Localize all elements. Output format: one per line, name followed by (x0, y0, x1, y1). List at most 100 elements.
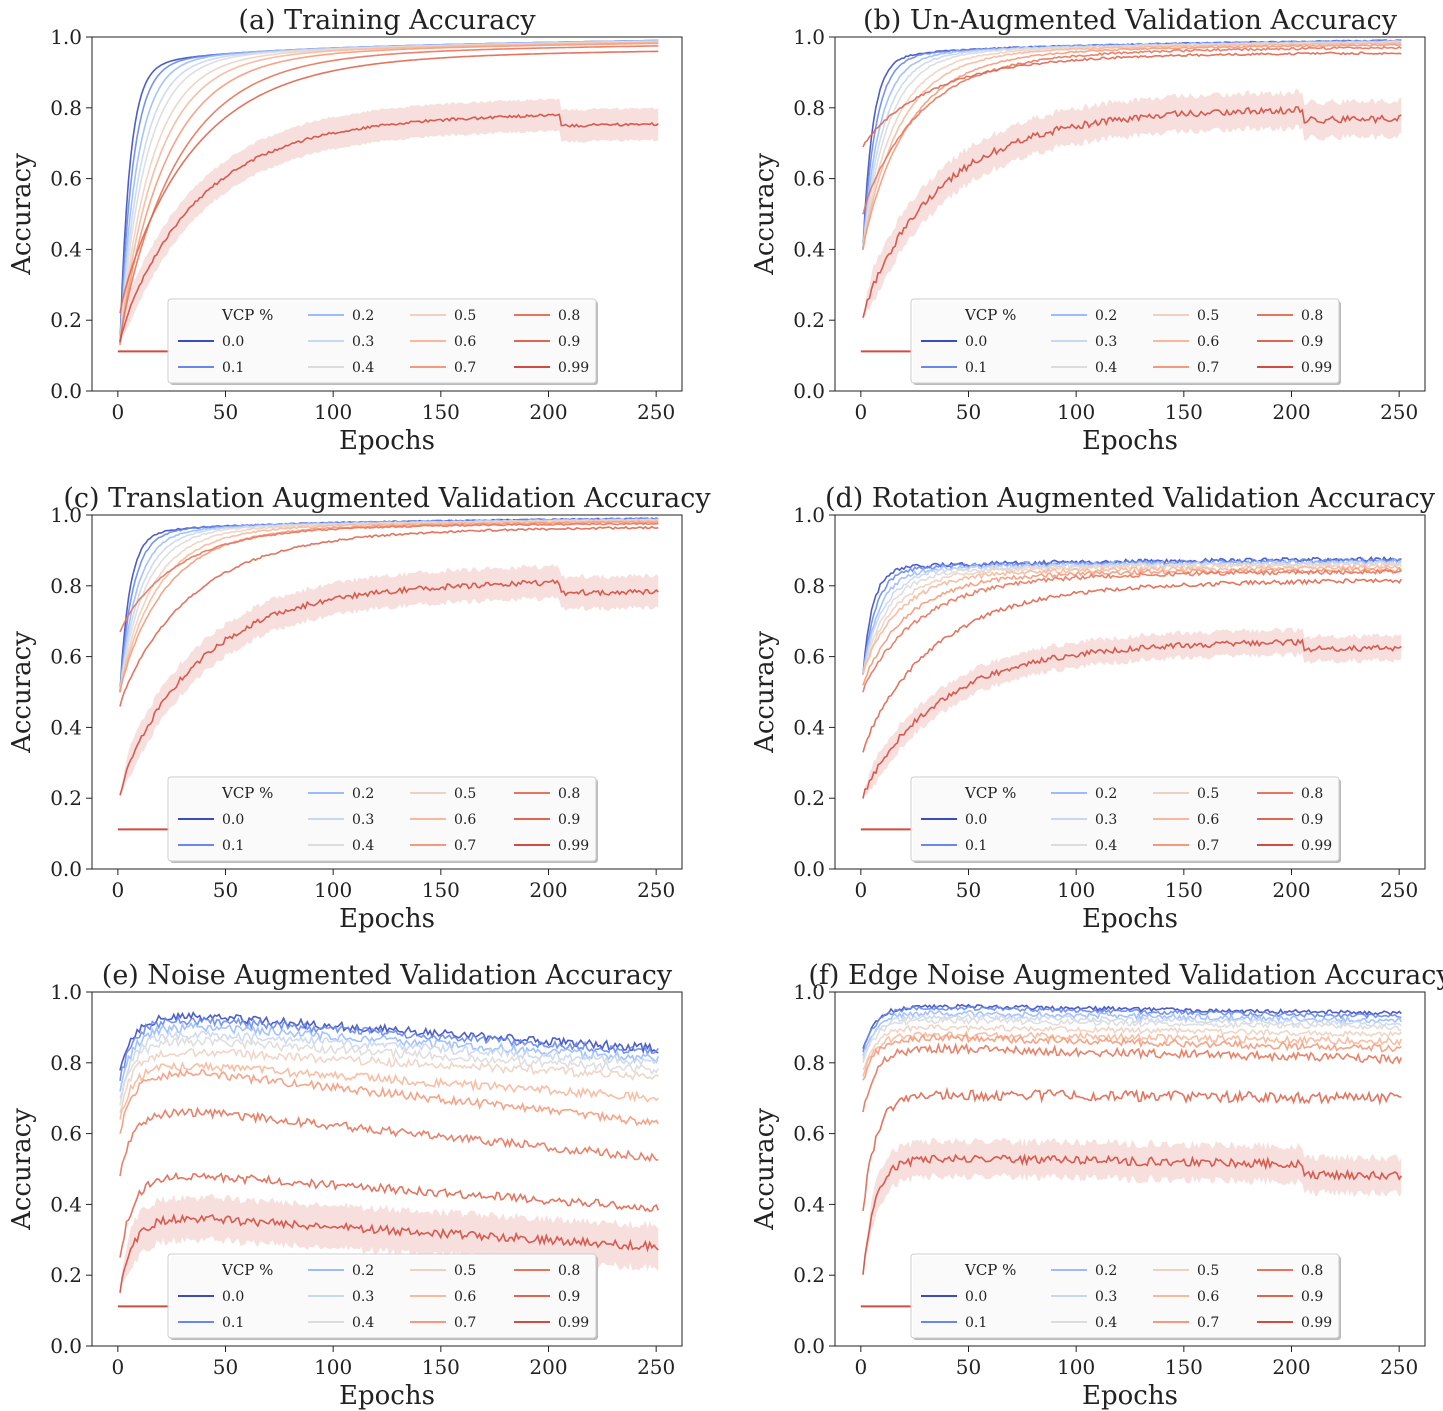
series-line-0.3 (862, 40, 1402, 250)
legend-entry: 0.0 (222, 1289, 244, 1305)
y-axis-label: Accuracy (750, 1108, 780, 1231)
series-line-0.99 (119, 113, 659, 343)
legend-entry: 0.9 (1301, 812, 1323, 828)
y-tick-label: 0.4 (50, 237, 82, 261)
x-tick-label: 50 (213, 400, 238, 424)
y-tick-label: 0.8 (793, 1051, 825, 1075)
series-line-0.4 (862, 560, 1402, 675)
series-line-0.2 (862, 39, 1402, 250)
legend-title: VCP % (964, 1261, 1016, 1279)
y-tick-label: 1.0 (793, 25, 825, 49)
y-tick-label: 0.0 (793, 379, 825, 403)
x-tick-label: 250 (1380, 400, 1418, 424)
legend-entry: 0.9 (558, 1289, 580, 1305)
chart-title: (c) Translation Augmented Validation Acc… (63, 483, 711, 514)
y-tick-label: 0.8 (50, 96, 82, 120)
series-line-0.99 (119, 579, 659, 796)
x-tick-label: 0 (854, 400, 867, 424)
legend-box (910, 776, 1340, 862)
series-line-0.1 (862, 557, 1402, 675)
y-tick-label: 0.0 (50, 1334, 82, 1358)
y-tick-label: 0.6 (50, 645, 82, 669)
series-line-0.1 (119, 1014, 659, 1082)
series-line-0.8 (862, 1042, 1403, 1113)
legend-entry: 0.1 (965, 360, 987, 376)
legend-entry: 0.8 (558, 786, 580, 802)
x-tick-label: 150 (422, 1355, 460, 1379)
x-tick-label: 250 (1380, 1355, 1418, 1379)
y-tick-label: 0.4 (793, 1192, 825, 1216)
x-tick-label: 0 (111, 400, 124, 424)
axes-frame (834, 991, 1426, 1347)
legend-entry: 0.8 (558, 1263, 580, 1279)
legend-entry: 0.3 (1095, 812, 1117, 828)
y-tick-label: 0.2 (793, 308, 825, 332)
x-tick-label: 100 (314, 400, 352, 424)
x-tick-label: 50 (213, 1355, 238, 1379)
series-line-0.9 (119, 525, 659, 707)
x-tick-label: 50 (956, 400, 981, 424)
axes-frame (91, 991, 683, 1347)
chart-panel-1: (a) Training Accuracy 0 50 100 150 200 250 0.0 0… (7, 5, 683, 456)
legend-entry: 0.1 (222, 838, 244, 854)
x-tick-label: 0 (111, 1355, 124, 1379)
legend-entry: 0.8 (558, 308, 580, 324)
x-axis-label: Epochs (1082, 1381, 1178, 1411)
y-axis-label: Accuracy (750, 631, 780, 754)
x-tick-label: 100 (314, 1355, 352, 1379)
legend-entry: 0.9 (558, 812, 580, 828)
x-axis-label: Epochs (339, 1381, 435, 1411)
series-line-0.99 (862, 638, 1402, 799)
legend-entry: 0.0 (965, 812, 987, 828)
legend-entry: 0.7 (1197, 838, 1219, 854)
legend-entry: 0.8 (1301, 1263, 1323, 1279)
confidence-band (120, 564, 659, 798)
legend-box (167, 776, 597, 862)
legend-entry: 0.9 (1301, 1289, 1323, 1305)
x-tick-label: 100 (1057, 878, 1095, 902)
legend-entry: 0.6 (454, 1289, 476, 1305)
y-tick-label: 0.6 (793, 1122, 825, 1146)
series-line-0.99 (862, 1153, 1402, 1275)
x-tick-label: 150 (1165, 400, 1203, 424)
y-tick-label: 1.0 (793, 503, 825, 527)
legend-entry: 0.1 (222, 1315, 244, 1331)
legend: VCP % 0.0 0.1 0.2 0.3 0.4 0.5 0.6 0.7 0.8 0.9 0.99 (910, 1253, 1341, 1340)
series-line-0.5 (862, 1024, 1402, 1071)
legend-entry: 0.8 (1301, 308, 1323, 324)
plot-area (860, 556, 1403, 831)
x-tick-label: 150 (1165, 1355, 1203, 1379)
chart-title: (d) Rotation Augmented Validation Accura… (825, 483, 1436, 514)
legend-entry: 0.0 (222, 812, 244, 828)
legend-entry: 0.0 (965, 1289, 987, 1305)
legend-entry: 0.99 (558, 838, 589, 854)
x-tick-label: 50 (956, 878, 981, 902)
x-axis-label: Epochs (339, 426, 435, 456)
series-line-0.4 (119, 1036, 660, 1106)
x-tick-label: 200 (1272, 1355, 1310, 1379)
legend-entry: 0.3 (352, 334, 374, 350)
legend-entry: 0.9 (558, 334, 580, 350)
chart-title: (f) Edge Noise Augmented Validation Accu… (808, 960, 1443, 991)
y-tick-label: 1.0 (50, 980, 82, 1004)
legend-box (910, 1253, 1340, 1339)
chart-title: (e) Noise Augmented Validation Accuracy (102, 960, 673, 991)
y-tick-label: 1.0 (50, 503, 82, 527)
legend-entry: 0.3 (352, 1289, 374, 1305)
chart-title: (b) Un-Augmented Validation Accuracy (863, 5, 1398, 36)
legend-entry: 0.2 (1095, 786, 1117, 802)
y-axis-label: Accuracy (7, 1108, 37, 1231)
legend: VCP % 0.0 0.1 0.2 0.3 0.4 0.5 0.6 0.7 0.8 0.9 0.99 (910, 298, 1341, 385)
series-line-0.3 (119, 1029, 659, 1099)
legend-entry: 0.1 (965, 838, 987, 854)
y-tick-label: 0.2 (50, 1263, 82, 1287)
legend-entry: 0.5 (454, 1263, 476, 1279)
plot-area (860, 1003, 1403, 1308)
legend-entry: 0.99 (1301, 360, 1332, 376)
legend-entry: 0.6 (454, 812, 476, 828)
legend-box (167, 1253, 597, 1339)
series-line-0.8 (862, 568, 1402, 693)
legend-entry: 0.8 (1301, 786, 1323, 802)
legend-entry: 0.4 (1095, 838, 1117, 854)
